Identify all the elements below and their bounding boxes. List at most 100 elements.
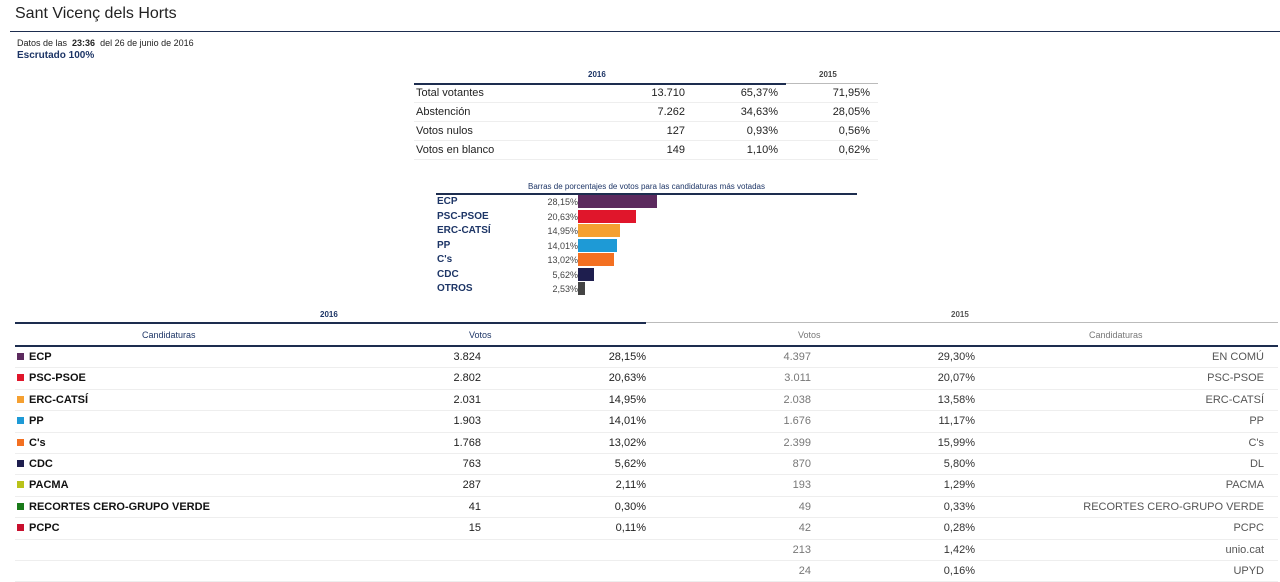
summary-label: Votos nulos — [416, 125, 473, 137]
party-name-previous: unio.cat — [1225, 543, 1264, 556]
party-name: RECORTES CERO-GRUPO VERDE — [29, 500, 210, 513]
divider — [786, 83, 878, 84]
title-divider — [10, 31, 1280, 32]
party-color-swatch — [17, 417, 24, 425]
table-row: 213 1,42% unio.cat — [15, 540, 1278, 561]
votes-current: 287 — [462, 479, 481, 492]
party-color-swatch — [17, 374, 24, 382]
summary-pct: 0,93% — [746, 125, 778, 137]
table-row: PSC-PSOE 2.802 20,63% 3.011 20,07% PSC-PSOE — [15, 368, 1278, 390]
results-years: 2016 2015 — [15, 307, 1278, 324]
table-row: PCPC 15 0,11% 42 0,28% PCPC — [15, 518, 1278, 540]
party-name: PSC-PSOE — [29, 372, 86, 385]
summary-pct: 34,63% — [740, 106, 778, 118]
table-row: ECP 3.824 28,15% 4.397 29,30% EN COMÚ — [15, 347, 1278, 369]
divider — [414, 83, 786, 85]
votes-current: 763 — [462, 457, 481, 470]
party-name-previous: RECORTES CERO-GRUPO VERDE — [1083, 500, 1264, 513]
votes-current: 15 — [468, 522, 481, 535]
page-title: Sant Vicenç dels Horts — [15, 5, 177, 22]
update-info: Datos de las 23:36 del 26 de junio de 20… — [17, 38, 194, 48]
pct-previous: 0,33% — [943, 500, 975, 513]
bar — [578, 195, 657, 208]
party-name-previous: UPYD — [1233, 564, 1264, 577]
summary-pct-prev: 28,05% — [832, 106, 870, 118]
votes-previous: 193 — [792, 479, 811, 492]
bar-label: C's — [437, 254, 453, 265]
votes-current: 2.031 — [453, 393, 481, 406]
votes-previous: 4.397 — [783, 351, 811, 363]
pct-previous: 0,28% — [943, 522, 975, 535]
update-suffix: del 26 de junio de 2016 — [100, 38, 194, 48]
bar-value-label: 14,95% — [547, 226, 578, 236]
chart-title-rule — [436, 193, 857, 195]
results-table: 2016 2015 Candidaturas Votos Votos Candi… — [15, 307, 1278, 582]
votes-current: 3.824 — [453, 351, 481, 363]
votes-previous: 24 — [798, 564, 811, 577]
bar-label: OTROS — [437, 283, 473, 294]
pct-previous: 5,80% — [943, 457, 975, 470]
bar-value-label: 2,53% — [552, 284, 578, 294]
summary-pct-prev: 71,95% — [832, 87, 870, 99]
bar-label: PP — [437, 239, 451, 251]
summary-count: 149 — [666, 144, 685, 156]
summary-row: Total votantes 13.710 65,37% 71,95% — [414, 84, 878, 103]
party-name-previous: C's — [1248, 436, 1264, 449]
pct-current: 5,62% — [614, 457, 646, 470]
votes-previous: 3.011 — [784, 372, 811, 385]
divider — [15, 322, 646, 324]
bar-label: CDC — [437, 268, 459, 280]
pct-previous: 11,17% — [938, 415, 976, 428]
bar-label: ERC-CATSÍ — [437, 225, 491, 236]
col-votos: Votos — [469, 330, 492, 340]
col-candidaturas-prev: Candidaturas — [1089, 330, 1143, 340]
pct-previous: 13,58% — [937, 393, 975, 406]
party-color-swatch — [17, 502, 24, 510]
pct-current: 2,11% — [615, 479, 646, 492]
bar — [578, 282, 586, 295]
party-name-previous: EN COMÚ — [1212, 351, 1264, 363]
update-time: 23:36 — [72, 38, 96, 48]
party-name: CDC — [29, 457, 53, 470]
summary-header: 2016 2015 — [414, 68, 878, 85]
pct-previous: 1,42% — [943, 543, 975, 556]
bar-rows: ECP 28,15% PSC-PSOE 20,63% ERC-CATSÍ 14,95% PP… — [436, 195, 857, 297]
bar-row: CDC 5,62% — [436, 267, 857, 283]
update-prefix: Datos de las — [17, 38, 68, 48]
summary-label: Votos en blanco — [416, 144, 495, 156]
votes-current: 41 — [468, 500, 481, 513]
bar — [578, 224, 620, 237]
bar-value-label: 14,01% — [547, 240, 578, 251]
table-row: PACMA 287 2,11% 193 1,29% PACMA — [15, 475, 1278, 497]
party-name-previous: ERC-CATSÍ — [1205, 393, 1264, 406]
summary-row: Abstención 7.262 34,63% 28,05% — [414, 103, 878, 122]
results-year-previous: 2015 — [951, 310, 969, 319]
table-row: CDC 763 5,62% 870 5,80% DL — [15, 454, 1278, 476]
summary-rows: Total votantes 13.710 65,37% 71,95% Abstenci… — [414, 84, 878, 160]
party-name: C's — [29, 436, 46, 449]
col-votos-prev: Votos — [798, 330, 821, 340]
party-color-swatch — [17, 438, 24, 446]
party-name: PP — [29, 415, 44, 428]
result-rows: ECP 3.824 28,15% 4.397 29,30% EN COMÚ PSC-PSOE… — [15, 347, 1278, 582]
bar-label: PSC-PSOE — [437, 210, 489, 222]
bar-row: PP 14,01% — [436, 238, 857, 254]
summary-year-current: 2016 — [588, 70, 606, 79]
pct-current: 20,63% — [608, 372, 646, 385]
votes-current: 1.903 — [453, 415, 481, 428]
votes-previous: 42 — [798, 522, 811, 535]
votes-current: 2.802 — [453, 372, 481, 385]
bar — [578, 238, 618, 252]
summary-pct: 65,37% — [740, 87, 778, 99]
party-color-swatch — [17, 524, 24, 532]
pct-current: 14,01% — [608, 415, 646, 428]
bar — [578, 267, 594, 281]
table-row: 24 0,16% UPYD — [15, 561, 1278, 582]
bar-row: PSC-PSOE 20,63% — [436, 209, 857, 225]
votes-previous: 49 — [798, 500, 811, 513]
summary-row: Votos en blanco 149 1,10% 0,62% — [414, 141, 878, 160]
table-row: RECORTES CERO-GRUPO VERDE 41 0,30% 49 0,33% R… — [15, 497, 1278, 519]
table-row: PP 1.903 14,01% 1.676 11,17% PP — [15, 411, 1278, 433]
party-name-previous: PSC-PSOE — [1207, 372, 1264, 385]
scrutiny-status: Escrutado 100% — [17, 50, 95, 61]
